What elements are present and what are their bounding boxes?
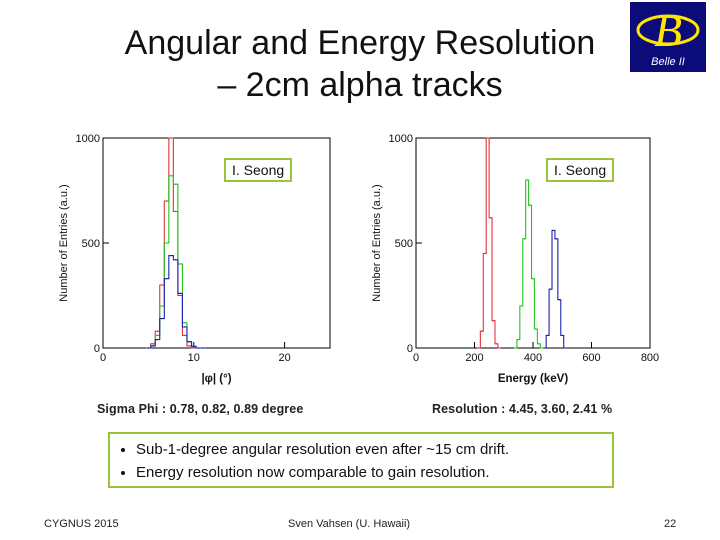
data-point [188, 345, 190, 347]
data-point [174, 183, 177, 185]
data-point [156, 330, 159, 332]
data-point [174, 210, 177, 213]
data-point [546, 334, 549, 337]
y-tick-label: 500 [395, 238, 413, 250]
data-point [170, 254, 172, 257]
data-point [184, 334, 186, 337]
caption-sigma-phi: Sigma Phi : 0.78, 0.82, 0.89 degree [97, 402, 304, 416]
series-1-histogram [146, 175, 206, 349]
data-point [552, 229, 555, 232]
data-point [161, 317, 163, 320]
data-point [478, 347, 480, 349]
data-point [179, 263, 181, 265]
x-axis-label: |φ| (°) [201, 373, 231, 385]
x-tick-label: 20 [278, 352, 290, 364]
plot-frame [102, 137, 331, 349]
x-tick-label: 400 [524, 352, 542, 364]
data-point [523, 238, 525, 240]
data-point [555, 238, 558, 240]
footer-conference: CYGNUS 2015 [44, 518, 119, 530]
data-point [147, 347, 150, 349]
y-axis-label: Number of Entries (a.u.) [58, 184, 70, 301]
y-tick-label: 0 [94, 343, 100, 355]
energy-resolution-plot: 0 200 400 600 800 0 500 1000 Energy (keV) Number … [371, 133, 659, 385]
y-tick-label: 1000 [389, 133, 413, 145]
data-point [520, 305, 522, 307]
data-point [541, 347, 543, 349]
belle-ii-logo: B Belle II [630, 2, 706, 72]
x-tick-label: 0 [100, 352, 106, 364]
data-point [179, 292, 181, 295]
data-point [161, 284, 163, 286]
data-point [558, 299, 561, 301]
bullet-box: Sub-1-degree angular resolution even aft… [108, 432, 614, 488]
data-point [165, 278, 168, 280]
data-point [564, 347, 566, 349]
slide-title: Angular and Energy Resolution – 2cm alph… [60, 22, 660, 106]
data-point [561, 334, 563, 337]
data-point [170, 137, 172, 139]
data-point [156, 338, 159, 341]
x-tick-label: 10 [188, 352, 200, 364]
data-point [179, 294, 181, 297]
data-point [170, 175, 172, 177]
data-point [514, 347, 517, 349]
data-point [161, 305, 163, 307]
x-tick-label: 0 [413, 352, 419, 364]
footer-author: Sven Vahsen (U. Hawaii) [288, 518, 411, 530]
data-point [174, 259, 177, 261]
logo-text: Belle II [651, 56, 685, 68]
data-point [152, 343, 154, 345]
data-point [156, 334, 159, 337]
x-tick-label: 600 [582, 352, 600, 364]
title-line-2: – 2cm alpha tracks [217, 66, 503, 104]
bullet-item: Energy resolution now comparable to gain… [136, 461, 606, 484]
data-point [184, 326, 186, 328]
series-2-histogram [146, 255, 206, 349]
angular-resolution-plot: 0 10 20 0 500 1000 |φ| (°) Number of Entries (a… [58, 133, 331, 385]
data-point [202, 347, 204, 349]
x-tick-label: 800 [641, 352, 659, 364]
data-point [152, 345, 154, 347]
data-point [489, 217, 492, 219]
data-point [184, 322, 186, 324]
data-point [495, 343, 498, 345]
data-point [165, 200, 168, 202]
footer-page-number: 22 [664, 518, 677, 530]
y-tick-label: 1000 [76, 133, 100, 145]
data-point [484, 252, 486, 255]
data-point [529, 204, 531, 206]
data-point [193, 345, 195, 348]
data-point [193, 347, 195, 349]
bullet-item: Sub-1-degree angular resolution even aft… [136, 438, 606, 461]
annotation-left: I. Seong [224, 158, 293, 182]
data-point [538, 343, 540, 345]
data-point [188, 341, 190, 343]
y-tick-label: 0 [407, 343, 413, 355]
data-point [532, 278, 534, 280]
data-point [165, 242, 168, 244]
data-point [481, 330, 483, 332]
data-point [544, 347, 546, 349]
data-point [486, 137, 489, 139]
logo-letter: B [654, 5, 682, 56]
data-point [197, 347, 200, 349]
annotation-right: I. Seong [546, 158, 615, 182]
data-point [549, 288, 552, 290]
data-point [492, 320, 495, 322]
title-line-1: Angular and Energy Resolution [124, 24, 596, 62]
data-point [526, 179, 528, 181]
data-point [517, 338, 520, 341]
caption-energy-resolution: Resolution : 4.45, 3.60, 2.41 % [432, 402, 613, 416]
data-point [535, 328, 537, 330]
plot-frame [415, 137, 651, 349]
series-1-histogram [513, 179, 544, 349]
y-axis-label: Number of Entries (a.u.) [371, 184, 383, 301]
x-axis-label: Energy (keV) [498, 373, 568, 385]
y-tick-label: 500 [82, 238, 100, 250]
x-tick-label: 200 [465, 352, 483, 364]
data-point [498, 347, 501, 349]
